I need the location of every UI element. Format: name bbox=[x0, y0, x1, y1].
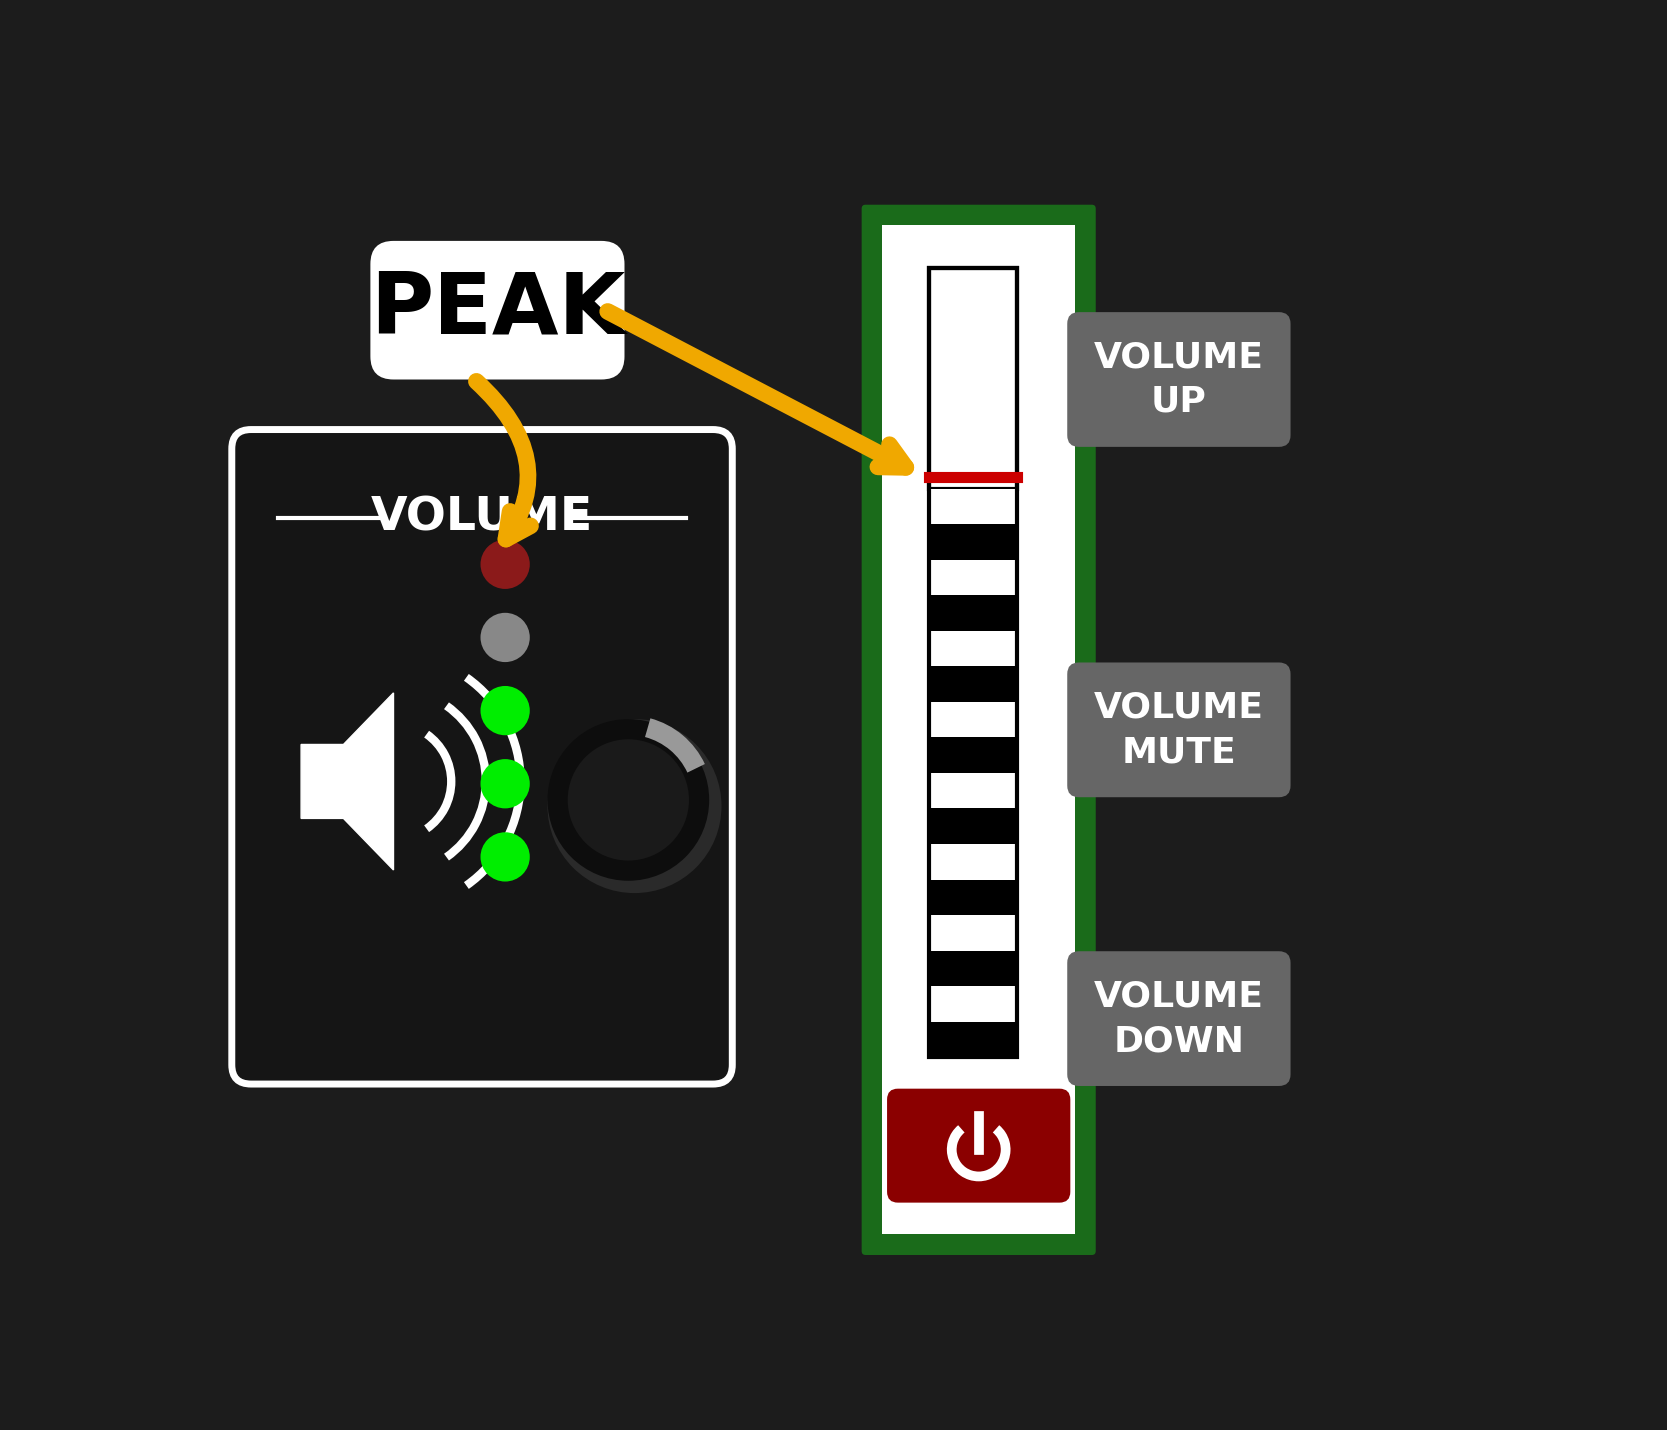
Circle shape bbox=[480, 686, 530, 735]
Bar bbox=[929, 987, 1017, 1021]
Bar bbox=[929, 808, 1017, 844]
FancyBboxPatch shape bbox=[1067, 662, 1290, 797]
Bar bbox=[929, 951, 1017, 987]
Bar bbox=[929, 774, 1017, 808]
Circle shape bbox=[568, 739, 688, 861]
FancyBboxPatch shape bbox=[887, 1088, 1070, 1203]
Circle shape bbox=[480, 832, 530, 881]
Bar bbox=[929, 702, 1017, 738]
Polygon shape bbox=[302, 694, 393, 869]
Circle shape bbox=[480, 539, 530, 589]
Bar bbox=[929, 844, 1017, 879]
Text: VOLUME
UP: VOLUME UP bbox=[1094, 340, 1264, 419]
Bar bbox=[882, 226, 1075, 1234]
Bar bbox=[929, 525, 1017, 561]
FancyBboxPatch shape bbox=[1067, 312, 1290, 446]
Circle shape bbox=[547, 719, 722, 894]
Circle shape bbox=[480, 613, 530, 662]
Bar bbox=[929, 267, 1017, 489]
Bar bbox=[929, 561, 1017, 595]
Circle shape bbox=[480, 759, 530, 808]
Text: VOLUME
MUTE: VOLUME MUTE bbox=[1094, 691, 1264, 769]
Text: VOLUME
DOWN: VOLUME DOWN bbox=[1094, 980, 1264, 1058]
FancyBboxPatch shape bbox=[370, 240, 625, 379]
Text: VOLUME: VOLUME bbox=[372, 496, 593, 541]
Bar bbox=[929, 489, 1017, 525]
Bar bbox=[929, 631, 1017, 666]
Text: PEAK: PEAK bbox=[370, 269, 625, 352]
FancyBboxPatch shape bbox=[232, 429, 732, 1084]
Bar bbox=[929, 1021, 1017, 1057]
Circle shape bbox=[547, 719, 708, 881]
Bar bbox=[929, 879, 1017, 915]
Bar bbox=[929, 915, 1017, 951]
FancyBboxPatch shape bbox=[1067, 951, 1290, 1085]
Bar bbox=[929, 267, 1017, 1057]
Bar bbox=[929, 595, 1017, 631]
FancyBboxPatch shape bbox=[862, 204, 1095, 1256]
Bar bbox=[929, 738, 1017, 774]
Bar bbox=[929, 666, 1017, 702]
